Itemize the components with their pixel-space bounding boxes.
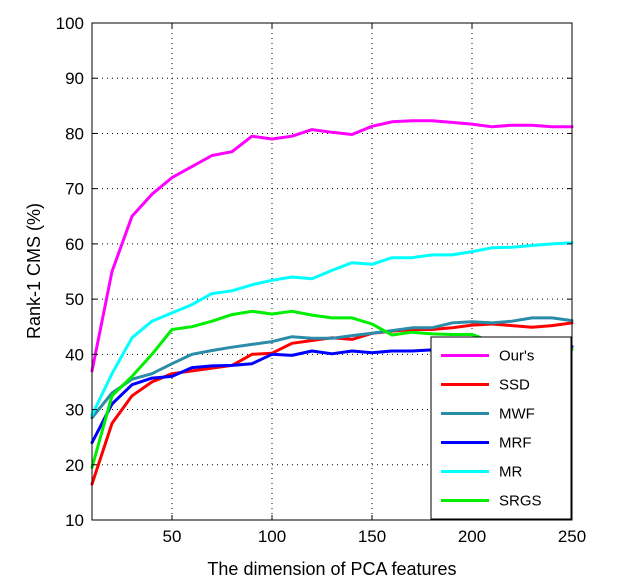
y-tick-label: 20 bbox=[65, 456, 84, 475]
legend-label: SSD bbox=[499, 377, 530, 394]
x-axis-label: The dimension of PCA features bbox=[207, 559, 456, 579]
legend-label: MR bbox=[499, 464, 522, 481]
x-tick-label: 200 bbox=[458, 527, 486, 546]
y-tick-label: 60 bbox=[65, 235, 84, 254]
y-tick-label: 80 bbox=[65, 124, 84, 143]
x-tick-label: 250 bbox=[558, 527, 586, 546]
legend-label: SRGS bbox=[499, 493, 542, 510]
legend: Our's SSD MWF MRF MR SRGS bbox=[430, 336, 572, 520]
legend-label: MRF bbox=[499, 435, 532, 452]
y-tick-label: 90 bbox=[65, 69, 84, 88]
y-tick-label: 100 bbox=[56, 14, 84, 33]
y-tick-label: 10 bbox=[65, 511, 84, 530]
y-axis-label: Rank-1 CMS (%) bbox=[24, 203, 44, 339]
x-tick-label: 150 bbox=[358, 527, 386, 546]
legend-label: MWF bbox=[499, 406, 535, 423]
y-tick-label: 30 bbox=[65, 401, 84, 420]
series-line-mwf bbox=[90, 316, 574, 420]
legend-label: Our's bbox=[499, 348, 534, 365]
y-tick-label: 40 bbox=[65, 345, 84, 364]
legend-box bbox=[430, 336, 572, 520]
x-tick-label: 50 bbox=[163, 527, 182, 546]
series-line-mr bbox=[90, 241, 574, 417]
y-tick-label: 70 bbox=[65, 180, 84, 199]
y-tick-label: 50 bbox=[65, 290, 84, 309]
x-tick-label: 100 bbox=[258, 527, 286, 546]
series-line-ours bbox=[90, 119, 574, 373]
ticks: 50 100 150 200 250 10 20 30 40 50 60 70 80 90 100 bbox=[56, 14, 587, 546]
plot-frame bbox=[91, 22, 573, 521]
